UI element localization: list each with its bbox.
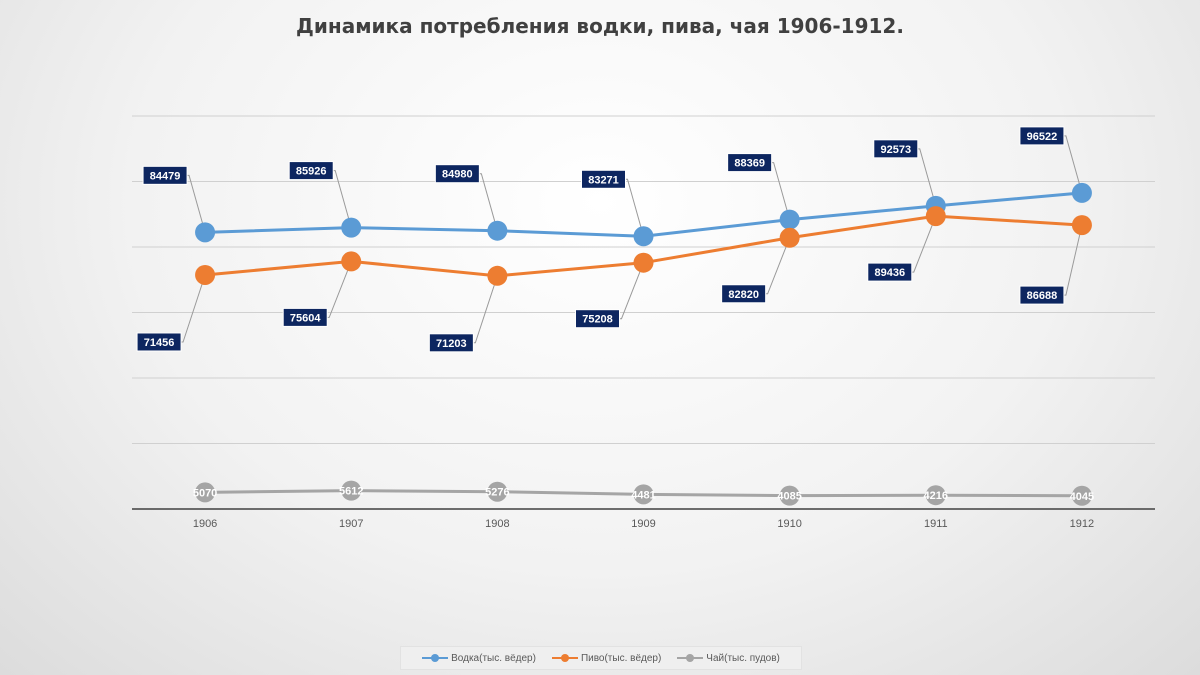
data-point — [925, 206, 946, 227]
data-label-box — [581, 169, 626, 189]
data-label-box — [1019, 285, 1065, 305]
x-tick-label: 1907 — [339, 518, 363, 530]
x-tick-label: 1910 — [777, 518, 801, 530]
data-label: 5276 — [485, 487, 509, 499]
data-point — [1071, 182, 1092, 203]
data-label: 71203 — [436, 338, 467, 350]
data-label-box — [873, 139, 919, 159]
legend-label: Чай(тыс. пудов) — [706, 652, 780, 664]
leader-line — [1063, 224, 1083, 296]
x-tick-label: 1908 — [485, 518, 509, 530]
data-label-box — [288, 161, 334, 181]
legend-swatch — [422, 653, 449, 663]
data-label: 83271 — [588, 174, 619, 186]
data-label: 4216 — [924, 490, 948, 502]
data-point — [341, 251, 362, 272]
data-point — [1071, 215, 1092, 236]
leader-line — [619, 262, 644, 320]
legend-item: Чай(тыс. пудов) — [677, 653, 780, 664]
leader-line — [771, 162, 791, 220]
data-label: 4045 — [1070, 491, 1094, 503]
data-label-box — [136, 332, 182, 352]
x-tick-label: 1909 — [631, 518, 655, 530]
leader-line — [327, 261, 352, 318]
data-point — [487, 220, 508, 241]
leader-line — [1063, 135, 1083, 194]
data-label: 82820 — [728, 289, 759, 301]
data-label: 88369 — [734, 158, 765, 170]
data-label-box — [721, 284, 767, 304]
data-point — [195, 482, 216, 503]
leader-line — [181, 274, 206, 343]
data-point — [487, 481, 508, 502]
data-point — [633, 226, 654, 247]
data-point — [487, 265, 508, 286]
data-label: 96522 — [1027, 131, 1058, 143]
data-label: 4481 — [631, 489, 655, 501]
data-point — [779, 485, 800, 506]
data-label: 92573 — [880, 144, 911, 156]
legend-item: Водка(тыс. вёдер) — [422, 653, 536, 664]
data-labels: 84479 85926 84980 83271 88369 92573 96522 71456… — [136, 126, 1094, 503]
legend-item: Пиво(тыс. вёдер) — [551, 652, 662, 664]
data-label: 86688 — [1027, 290, 1058, 302]
data-label: 89436 — [874, 267, 905, 279]
data-label: 84980 — [442, 169, 473, 181]
data-label: 4085 — [777, 491, 801, 503]
legend-swatch — [551, 653, 578, 663]
leader-line — [765, 237, 791, 295]
data-label: 5070 — [193, 487, 217, 499]
leader-line — [479, 173, 498, 231]
data-label: 75208 — [582, 314, 613, 326]
data-label-box — [575, 309, 620, 329]
data-label-box — [727, 153, 773, 173]
data-label-box — [434, 164, 480, 184]
data-label: 75604 — [290, 312, 321, 324]
data-point — [779, 227, 800, 248]
leader-line — [473, 275, 498, 344]
legend-label: Пиво(тыс. вёдер) — [580, 652, 662, 664]
data-point — [925, 485, 946, 506]
data-point — [1071, 485, 1092, 506]
data-label: 71456 — [144, 337, 175, 349]
leader-line — [625, 178, 644, 237]
data-point — [195, 222, 216, 243]
series-points — [195, 182, 1092, 506]
x-axis: 1906 1907 1908 1909 1910 1911 1912 — [132, 508, 1155, 530]
leader-line — [187, 174, 206, 233]
legend-label: Водка(тыс. вёдер) — [451, 652, 536, 664]
x-tick-label: 1911 — [924, 518, 948, 530]
leader-line — [333, 170, 352, 228]
chart-title: Динамика потребления водки, пива, чая 19… — [296, 14, 904, 38]
data-point — [341, 480, 362, 501]
data-label-box — [1019, 126, 1065, 146]
x-tick-label: 1906 — [193, 518, 217, 530]
data-label-box — [428, 333, 474, 353]
data-point — [779, 209, 800, 230]
data-label-box — [142, 165, 188, 185]
data-label: 85926 — [296, 166, 327, 178]
leader-line — [917, 148, 937, 206]
gridlines — [132, 115, 1155, 444]
data-point — [341, 217, 362, 238]
data-point — [633, 484, 654, 505]
legend: Водка(тыс. вёдер) Пиво(тыс. вёдер) Чай(тыс… — [400, 646, 802, 670]
data-label-box — [867, 262, 913, 282]
x-tick-label: 1912 — [1070, 518, 1094, 530]
data-point — [195, 264, 216, 285]
data-label: 84479 — [150, 170, 181, 182]
data-label: 5612 — [339, 486, 363, 498]
data-point — [633, 252, 654, 273]
data-label-box — [282, 307, 328, 327]
leader-lines — [181, 135, 1083, 344]
leader-line — [911, 215, 937, 273]
legend-swatch — [677, 653, 704, 663]
